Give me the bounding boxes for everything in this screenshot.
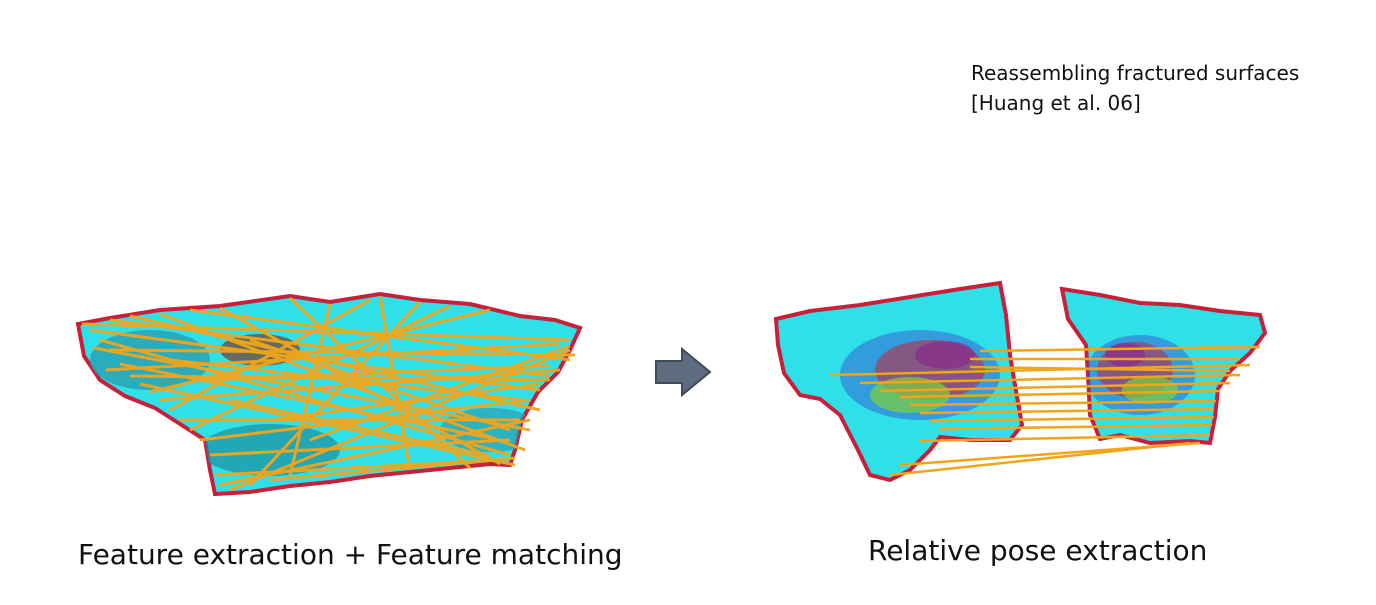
citation-title: Reassembling fractured surfaces bbox=[971, 61, 1300, 85]
aligned-match-lines bbox=[829, 345, 1261, 477]
citation-reference: [Huang et al. 06] bbox=[971, 91, 1141, 115]
citation: Reassembling fractured surfaces [Huang e… bbox=[971, 58, 1299, 118]
fragment-left bbox=[773, 280, 1025, 483]
match-lines bbox=[81, 295, 576, 492]
feature-matching-figure bbox=[75, 291, 583, 497]
caption-pose-extraction: Relative pose extraction bbox=[868, 534, 1208, 567]
arrow-right-icon bbox=[655, 346, 712, 398]
relative-pose-figure bbox=[773, 280, 1268, 483]
caption-feature-matching: Feature extraction + Feature matching bbox=[78, 538, 623, 571]
